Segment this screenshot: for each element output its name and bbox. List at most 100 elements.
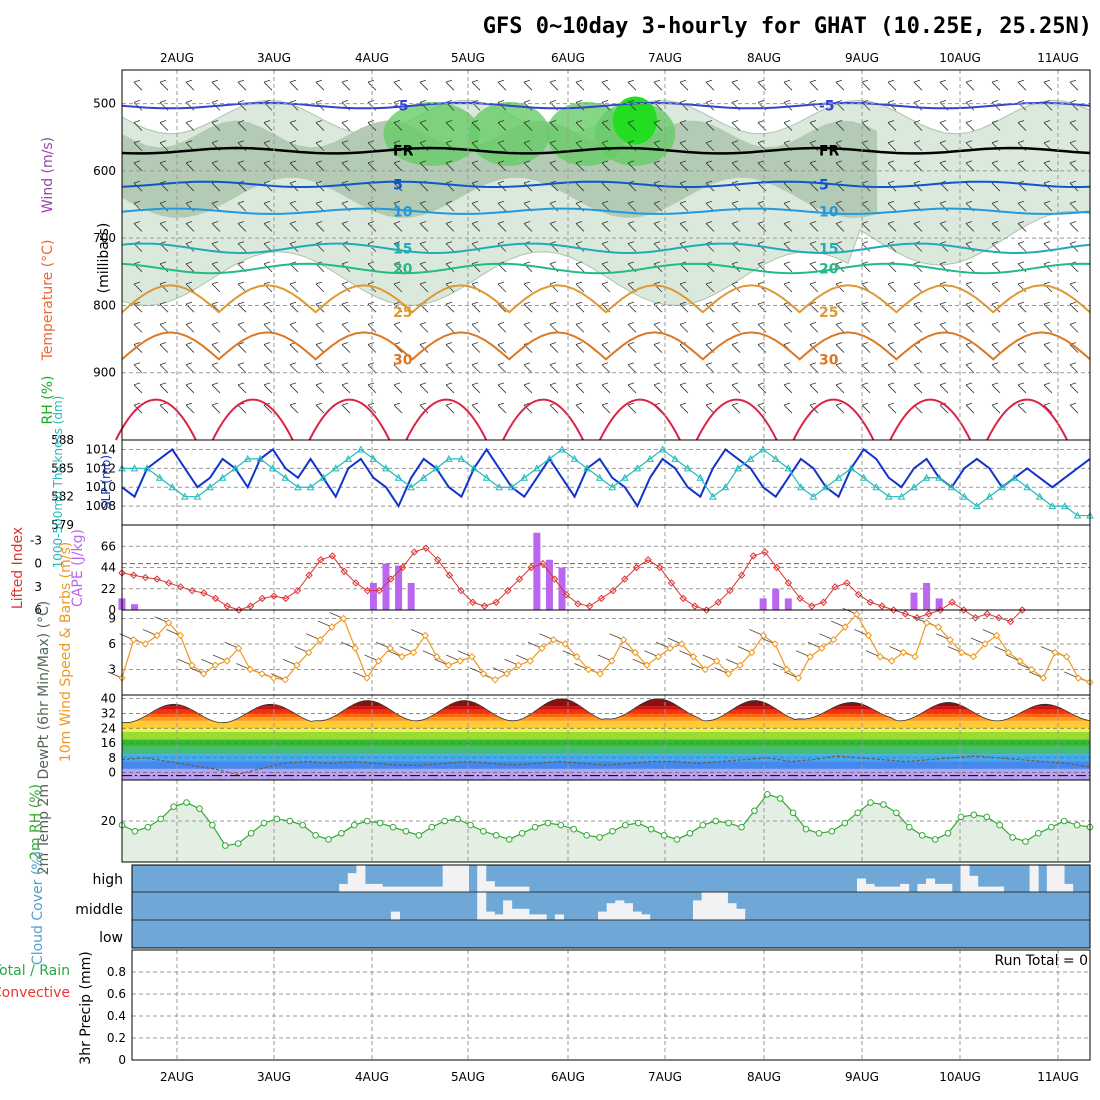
wind-barb bbox=[133, 362, 143, 374]
cloud-block-high bbox=[977, 886, 987, 892]
y-tick-label: 8 bbox=[108, 751, 116, 765]
rh-point bbox=[957, 813, 965, 821]
wind-barb bbox=[965, 382, 975, 394]
wind-barb bbox=[1043, 120, 1053, 131]
rh-point bbox=[389, 823, 397, 831]
wind-barb bbox=[835, 402, 845, 414]
cloud-block-high bbox=[434, 886, 444, 892]
rh-point bbox=[428, 823, 436, 831]
wind-speed-point bbox=[992, 631, 1001, 640]
y-tick-label-right: 1014 bbox=[85, 442, 116, 456]
wind-barb bbox=[549, 382, 559, 394]
wind-barb bbox=[1017, 382, 1027, 394]
rh-point bbox=[1060, 817, 1068, 825]
wind-barb bbox=[809, 160, 819, 172]
wind-barb bbox=[575, 281, 585, 293]
wind-speed-point bbox=[468, 653, 476, 661]
wind-speed-point bbox=[596, 670, 604, 678]
cloud-block-middle bbox=[598, 911, 608, 920]
wind-barb bbox=[211, 402, 221, 414]
wind-barb bbox=[471, 402, 481, 414]
rh-point bbox=[751, 807, 758, 815]
wind-barb bbox=[965, 221, 975, 232]
wind-barb bbox=[185, 79, 195, 91]
wind-barb bbox=[835, 221, 845, 232]
wind-barb bbox=[497, 79, 507, 91]
li-point bbox=[948, 598, 956, 606]
cloud-block-high bbox=[856, 878, 867, 892]
cloud-block-high bbox=[503, 886, 513, 892]
wind-speed-point bbox=[643, 661, 651, 669]
wind-barb bbox=[861, 140, 871, 152]
wind-barb bbox=[1043, 362, 1053, 374]
wind-barb bbox=[315, 342, 325, 353]
wind-barb bbox=[653, 160, 663, 172]
wind-speed-point bbox=[864, 631, 873, 640]
wind-barb bbox=[1043, 342, 1053, 353]
isotherm-label: FR bbox=[393, 144, 414, 160]
wind-barb bbox=[419, 321, 429, 333]
rh-point bbox=[415, 832, 423, 839]
wind-barb bbox=[445, 382, 455, 394]
wind-barb bbox=[1043, 79, 1053, 91]
wind-barb bbox=[809, 221, 819, 232]
rh-point bbox=[918, 832, 926, 839]
date-label-bottom: 7AUG bbox=[648, 1070, 682, 1084]
temp-band bbox=[122, 709, 1090, 714]
thickness-point bbox=[709, 492, 717, 500]
wind-barb bbox=[913, 362, 923, 374]
wind-barb bbox=[315, 200, 325, 212]
rh-point bbox=[1035, 830, 1042, 837]
wind-barb bbox=[757, 321, 767, 333]
wind-barb bbox=[783, 160, 793, 172]
wind-speed-point bbox=[223, 657, 231, 665]
wind-barb bbox=[237, 281, 247, 293]
li-point bbox=[480, 602, 489, 610]
wind-speed-point bbox=[958, 648, 966, 657]
wind-barb bbox=[1043, 261, 1053, 273]
thickness-point bbox=[558, 445, 566, 453]
wind-barb bbox=[913, 221, 923, 232]
wind-barb bbox=[1069, 402, 1079, 414]
wind-barb bbox=[835, 200, 845, 212]
li-point bbox=[141, 573, 150, 582]
date-label-top: 7AUG bbox=[648, 51, 682, 65]
rh-point bbox=[325, 836, 332, 843]
wind-barb bbox=[341, 382, 351, 394]
li-point bbox=[258, 594, 267, 603]
wind-barb bbox=[679, 160, 689, 172]
li-point bbox=[796, 594, 804, 603]
wind-barb bbox=[783, 261, 793, 273]
isotherm-label: 15 bbox=[819, 241, 838, 257]
cloud-block-middle bbox=[641, 914, 651, 920]
rh-point bbox=[518, 830, 526, 837]
li-point bbox=[784, 579, 793, 587]
li-point bbox=[971, 614, 980, 622]
wind-barb bbox=[497, 342, 507, 353]
wind-barb bbox=[1069, 200, 1079, 212]
wind-barb bbox=[159, 200, 169, 212]
wind-barb bbox=[991, 281, 1001, 293]
wind-barb bbox=[185, 342, 195, 353]
rh-point bbox=[789, 809, 797, 817]
wind-barb bbox=[159, 382, 169, 394]
rh-point bbox=[454, 815, 461, 823]
rh-point bbox=[480, 827, 487, 835]
thickness-point bbox=[947, 483, 956, 491]
rh-point bbox=[583, 832, 590, 839]
chart-title: GFS 0~10day 3-hourly for GHAT (10.25E, 2… bbox=[483, 14, 1092, 39]
wind-barb bbox=[575, 79, 585, 91]
thickness-point bbox=[960, 492, 969, 500]
wind-barb bbox=[653, 180, 663, 192]
rh-point bbox=[170, 803, 177, 810]
thickness-point bbox=[721, 483, 730, 491]
wind-barb bbox=[627, 321, 637, 333]
wind-speed-point bbox=[678, 640, 686, 648]
date-label-bottom: 5AUG bbox=[451, 1070, 485, 1084]
wind-speed-point bbox=[818, 644, 826, 652]
thickness-point bbox=[382, 464, 390, 472]
wind-barb bbox=[991, 79, 1001, 91]
y-tick-label: 0.6 bbox=[107, 987, 126, 1001]
rh-point bbox=[544, 819, 552, 827]
wind-barb bbox=[211, 342, 221, 353]
